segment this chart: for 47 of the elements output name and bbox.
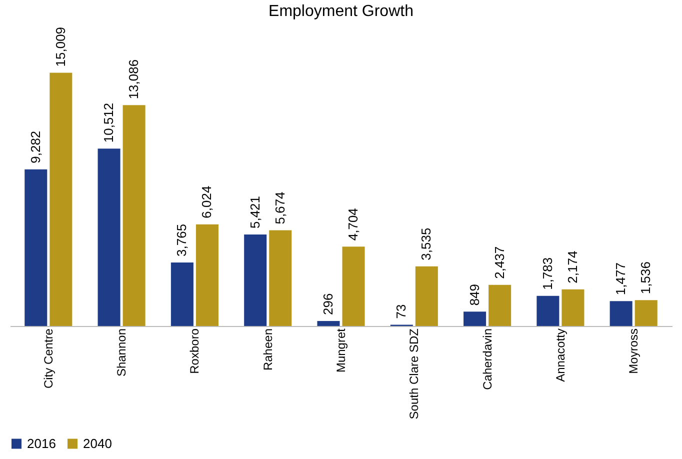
- bar: [317, 321, 340, 326]
- data-label: 5,421: [247, 196, 262, 229]
- bar: [50, 72, 72, 326]
- bar: [24, 169, 48, 326]
- chart-title: Employment Growth: [268, 2, 414, 20]
- data-label: 73: [394, 304, 409, 319]
- data-label: 3,535: [418, 228, 434, 260]
- data-label: 5,674: [272, 192, 288, 224]
- data-label: 849: [466, 284, 482, 306]
- data-label: 13,086: [126, 59, 142, 100]
- legend-label: 2040: [83, 436, 112, 451]
- data-label: 2,174: [564, 250, 580, 284]
- data-label: 1,536: [638, 262, 654, 294]
- bar: [342, 246, 365, 326]
- x-tick-label: Shannon: [114, 328, 129, 377]
- data-label: 6,024: [199, 186, 214, 218]
- bar: [269, 230, 292, 326]
- x-tick-label: South Clare SDZ: [407, 328, 422, 420]
- bar: [464, 312, 486, 326]
- data-label: 4,704: [346, 208, 361, 241]
- x-tick-label: City Centre: [41, 328, 56, 389]
- bar: [415, 266, 438, 326]
- x-tick-label: Raheen: [260, 328, 275, 371]
- data-label: 1,783: [540, 257, 555, 290]
- bar: [634, 300, 658, 326]
- data-label: 3,765: [174, 224, 190, 256]
- legend-label: 2016: [27, 436, 56, 451]
- x-tick-label: Roxboro: [188, 328, 202, 374]
- x-tick-label: Caherdavin: [480, 328, 494, 390]
- bar: [170, 262, 194, 326]
- bar: [122, 105, 146, 326]
- data-label: 2,437: [492, 246, 507, 279]
- bar: [196, 224, 218, 326]
- x-tick-label: Moyross: [626, 328, 641, 374]
- data-label: 1,477: [613, 262, 628, 296]
- x-tick-label: Annacotty: [553, 328, 568, 382]
- bar: [488, 284, 512, 326]
- bar: [562, 289, 584, 326]
- bar: [536, 296, 560, 326]
- bar: [610, 301, 632, 326]
- bar: [244, 234, 267, 326]
- data-label: 296: [320, 293, 336, 316]
- data-label: 15,009: [52, 26, 68, 67]
- x-tick-label: Mungret: [334, 328, 348, 373]
- data-label: 9,282: [28, 130, 43, 164]
- bar: [98, 148, 120, 326]
- data-label: 10,512: [101, 102, 116, 143]
